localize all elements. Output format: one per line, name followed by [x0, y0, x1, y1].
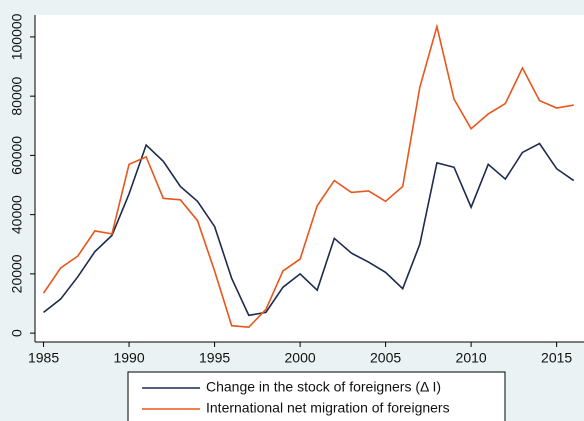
legend-label: Change in the stock of foreigners (Δ I)	[206, 379, 441, 395]
x-tick-label: 1990	[113, 350, 144, 366]
series-line	[43, 142, 575, 317]
y-tick-label: 0	[9, 329, 25, 337]
x-tick-label: 1985	[28, 350, 59, 366]
y-tick-label: 100000	[9, 13, 25, 60]
x-tick-label: 2015	[541, 350, 572, 366]
x-tick-label: 1995	[199, 350, 230, 366]
y-tick-label: 40000	[9, 195, 25, 234]
x-tick-label: 2010	[456, 350, 487, 366]
series-line	[42, 23, 574, 329]
x-tick-label: 2005	[370, 350, 401, 366]
y-tick-label: 20000	[9, 254, 25, 293]
legend-label: International net migration of foreigner…	[206, 400, 450, 416]
y-tick-label: 80000	[9, 76, 25, 115]
legend	[127, 371, 506, 421]
plot-area	[35, 15, 584, 342]
y-tick-label: 60000	[9, 136, 25, 175]
x-tick-label: 2000	[285, 350, 316, 366]
